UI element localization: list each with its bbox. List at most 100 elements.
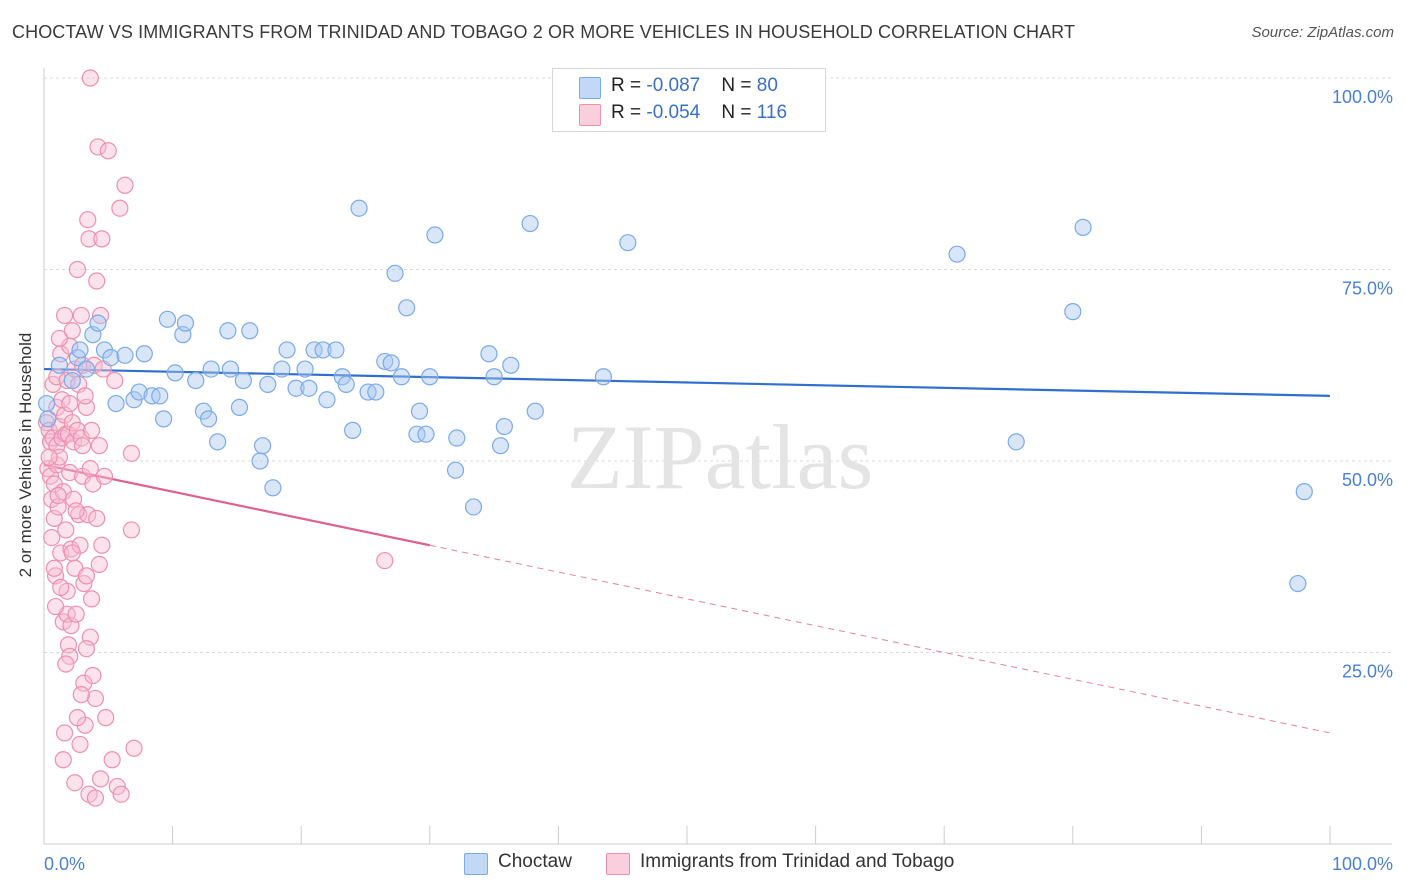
y-tick-label: 25.0% <box>1342 662 1393 682</box>
data-point <box>81 460 99 478</box>
data-point <box>166 364 184 382</box>
watermark: ZIPatlas <box>567 406 874 508</box>
data-point <box>122 444 141 462</box>
trend-lines <box>43 367 1331 734</box>
data-point <box>296 360 314 378</box>
choctaw-swatch <box>579 77 601 99</box>
data-point <box>61 394 79 413</box>
data-point <box>264 479 282 497</box>
data-point <box>85 356 103 374</box>
data-point <box>84 666 102 685</box>
data-point <box>386 264 404 282</box>
data-point <box>154 410 173 428</box>
data-point <box>1007 433 1025 451</box>
data-point <box>398 299 416 317</box>
data-point <box>90 437 108 455</box>
data-point <box>67 502 85 520</box>
data-point <box>67 605 85 623</box>
grid-lines <box>44 77 1392 653</box>
trinidad-r-value: -0.054 <box>646 102 701 123</box>
data-point <box>619 234 637 252</box>
data-point <box>54 751 72 769</box>
data-point <box>495 417 513 436</box>
data-point <box>68 709 87 727</box>
data-point <box>417 425 435 443</box>
data-point <box>382 354 400 372</box>
choctaw-stats: R = -0.087 N = 80 <box>611 75 778 97</box>
data-point <box>1064 303 1082 321</box>
data-point <box>202 360 220 378</box>
data-point <box>251 452 269 470</box>
data-point <box>367 383 385 401</box>
choctaw-r-label: R = <box>611 75 647 96</box>
data-point <box>88 509 106 528</box>
data-point <box>82 421 101 439</box>
data-point <box>50 356 69 374</box>
data-point <box>57 655 75 673</box>
data-point <box>63 322 81 340</box>
data-point <box>73 437 92 455</box>
data-point <box>446 461 465 479</box>
y-tick-label: 100.0% <box>1332 87 1393 107</box>
choctaw-n-label: N = <box>721 75 757 96</box>
data-point <box>93 536 111 554</box>
choctaw-r-value: -0.087 <box>646 75 701 96</box>
data-point <box>521 214 539 233</box>
data-point <box>40 448 58 466</box>
data-point <box>103 751 121 769</box>
data-point <box>79 211 97 229</box>
data-point <box>77 640 96 658</box>
axes <box>43 68 1392 845</box>
data-point <box>135 345 153 363</box>
chart-source: Source: ZipAtlas.com <box>1251 24 1394 41</box>
data-point <box>392 368 411 386</box>
trinidad-r-label: R = <box>611 102 647 123</box>
data-point <box>111 199 129 217</box>
trend-line-extension <box>429 544 1331 734</box>
data-point <box>116 176 134 194</box>
data-point <box>72 306 90 325</box>
trinidad-stats: R = -0.054 N = 116 <box>611 102 787 124</box>
data-point <box>82 590 101 608</box>
legend-trinidad-swatch <box>606 853 630 875</box>
correlation-legend: R = -0.087 N = 80 R = -0.054 N = 116 <box>552 68 826 132</box>
data-point <box>71 341 89 359</box>
data-point <box>327 341 345 359</box>
data-point <box>241 322 259 340</box>
data-point <box>426 226 444 244</box>
data-point <box>464 498 483 516</box>
data-point <box>81 69 99 87</box>
data-point <box>77 360 96 378</box>
data-point <box>278 341 296 359</box>
data-point <box>107 394 125 413</box>
data-point <box>219 322 237 340</box>
data-point <box>61 463 79 482</box>
data-point <box>106 371 124 390</box>
data-point <box>254 437 272 455</box>
series-legend: Choctaw Immigrants from Trinidad and Tob… <box>0 851 1406 877</box>
data-point <box>200 410 218 428</box>
data-point <box>130 383 148 401</box>
data-point <box>86 689 105 708</box>
data-point <box>234 371 252 390</box>
data-point <box>63 371 81 390</box>
data-point <box>93 230 111 248</box>
data-point <box>502 356 520 374</box>
x-tick-label: 100.0% <box>1332 854 1393 874</box>
data-point <box>66 774 84 792</box>
data-point <box>102 348 120 367</box>
data-point <box>122 521 141 539</box>
data-point <box>300 379 318 397</box>
data-point <box>376 551 394 570</box>
data-point <box>176 314 195 332</box>
data-point <box>485 368 503 386</box>
data-point <box>376 352 394 371</box>
data-point <box>39 410 57 428</box>
data-point <box>80 230 98 248</box>
data-point <box>71 735 89 754</box>
data-point <box>125 739 143 757</box>
choctaw-n-value: 80 <box>756 75 778 96</box>
legend-choctaw-swatch <box>464 853 488 875</box>
data-point <box>46 597 65 616</box>
data-point <box>491 437 510 455</box>
